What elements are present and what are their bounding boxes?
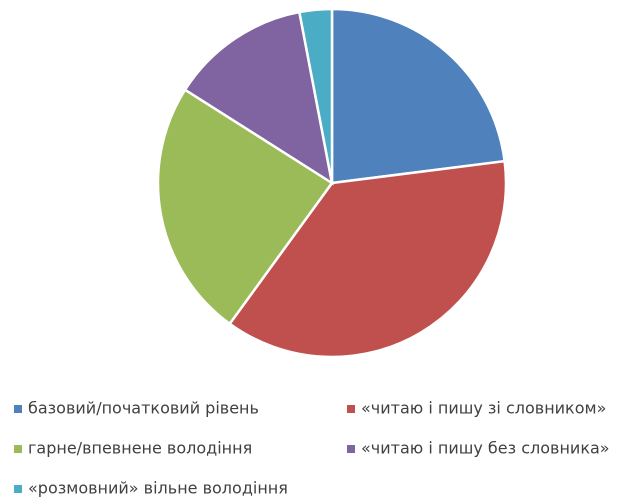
pie-slice <box>156 88 334 326</box>
pie-slice <box>297 7 334 184</box>
legend-swatch <box>14 445 22 453</box>
legend-swatch <box>347 405 355 413</box>
legend-label: «читаю і пишу зі словником» <box>361 399 606 418</box>
legend-swatch <box>14 405 22 413</box>
pie-slice <box>330 7 507 185</box>
legend-label: «читаю і пишу без словника» <box>361 439 610 458</box>
legend-label: гарне/впевнене володіння <box>28 439 252 458</box>
pie-slice <box>183 10 334 186</box>
pie-slice <box>227 159 508 359</box>
legend-swatch <box>14 485 22 493</box>
legend-label: базовий/початковий рівень <box>28 399 259 418</box>
legend-swatch <box>347 445 355 453</box>
legend-label: «розмовний» вільне володіння <box>28 479 288 498</box>
